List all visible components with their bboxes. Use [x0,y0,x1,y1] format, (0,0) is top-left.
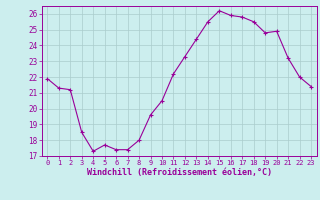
X-axis label: Windchill (Refroidissement éolien,°C): Windchill (Refroidissement éolien,°C) [87,168,272,177]
